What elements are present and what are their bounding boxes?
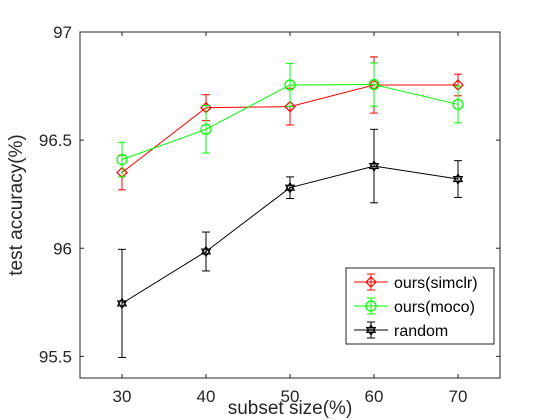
error-bar xyxy=(370,62,378,107)
y-tick-label: 96 xyxy=(53,239,72,258)
series-random xyxy=(116,128,464,358)
legend-item: ours(moco) xyxy=(354,297,475,316)
error-bar xyxy=(118,141,126,178)
y-tick-label: 97 xyxy=(53,23,72,42)
x-tick-label: 40 xyxy=(197,387,216,406)
data-point xyxy=(452,172,464,186)
legend-label: ours(moco) xyxy=(394,299,475,316)
x-tick-label: 30 xyxy=(113,387,132,406)
legend-marker xyxy=(365,323,377,337)
x-tick-label: 50 xyxy=(281,387,300,406)
data-point xyxy=(116,166,128,179)
error-bar xyxy=(454,85,462,124)
data-point xyxy=(200,245,212,258)
legend-item: random xyxy=(354,321,448,340)
data-point xyxy=(452,98,464,111)
data-point xyxy=(284,181,296,194)
data-point xyxy=(116,297,128,310)
error-bar xyxy=(370,128,378,204)
y-axis-title: test accuracy(%) xyxy=(6,134,27,275)
legend-marker xyxy=(365,276,377,288)
legend-label: random xyxy=(394,323,448,340)
legend-label: ours(simclr) xyxy=(394,275,478,292)
data-point xyxy=(284,79,296,91)
x-tick-label: 60 xyxy=(365,387,384,406)
error-bar xyxy=(454,160,462,198)
error-bar xyxy=(118,248,126,358)
y-tick-label: 95.5 xyxy=(39,347,72,366)
legend: ours(simclr) ours(moco) random xyxy=(345,267,495,345)
data-point xyxy=(284,100,296,113)
data-point xyxy=(200,123,212,135)
data-point xyxy=(116,153,128,166)
error-bar xyxy=(202,105,210,154)
legend-marker xyxy=(365,300,377,312)
x-axis-title: subset size(%) xyxy=(228,398,353,419)
error-bar xyxy=(286,62,294,108)
y-tick-label: 96.5 xyxy=(39,131,72,150)
legend-item: ours(simclr) xyxy=(354,273,478,292)
x-tick-label: 70 xyxy=(449,387,468,406)
series-ours(moco) xyxy=(116,62,464,178)
error-bar xyxy=(286,176,294,200)
data-point xyxy=(368,78,380,91)
data-point xyxy=(368,159,380,173)
error-bar xyxy=(202,231,210,272)
